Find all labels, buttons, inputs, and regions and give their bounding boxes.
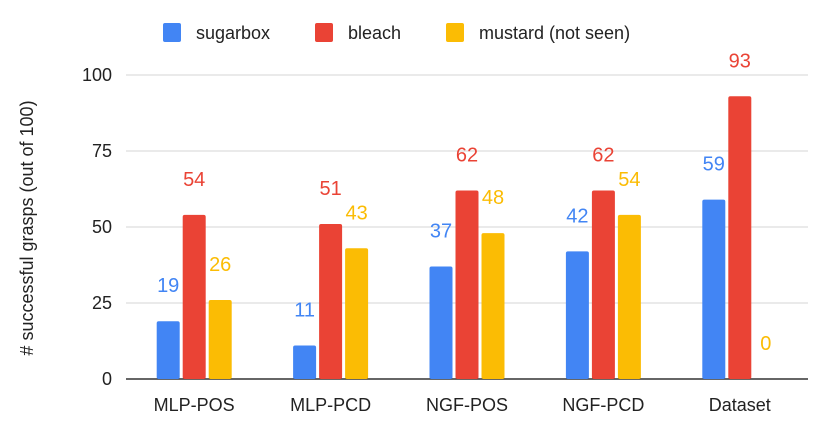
- y-tick-label: 50: [92, 217, 112, 237]
- legend: sugarbox bleach mustard (not seen): [163, 23, 630, 43]
- legend-swatch: [315, 23, 333, 42]
- data-label: 62: [592, 145, 614, 167]
- data-label: 54: [183, 169, 205, 191]
- data-label: 51: [319, 178, 341, 200]
- data-label: 19: [157, 275, 179, 297]
- data-label: 42: [566, 205, 588, 227]
- y-tick-label: 25: [92, 293, 112, 313]
- legend-label: mustard (not seen): [479, 23, 630, 43]
- bar-bleach-ngf-pcd: [591, 190, 615, 379]
- bar-mustard-ngf-pcd: [617, 214, 641, 379]
- bar-sugarbox-mlp-pos: [156, 321, 180, 379]
- bars: [156, 96, 752, 379]
- bar-sugarbox-mlp-pcd: [293, 345, 317, 379]
- y-tick-label: 100: [82, 65, 112, 85]
- bar-bleach-dataset: [728, 96, 752, 379]
- x-tick-label: MLP-POS: [154, 395, 235, 415]
- data-label: 59: [703, 154, 725, 176]
- data-label: 26: [209, 254, 231, 276]
- data-label: 54: [618, 169, 640, 191]
- y-axis-ticks: 0 25 50 75 100: [82, 65, 112, 389]
- bar-mustard-ngf-pos: [481, 233, 505, 379]
- data-label: 62: [456, 145, 478, 167]
- y-tick-label: 0: [102, 369, 112, 389]
- x-tick-label: NGF-PCD: [562, 395, 644, 415]
- data-label: 43: [345, 202, 367, 224]
- legend-swatch: [163, 23, 181, 42]
- data-label: 48: [482, 187, 504, 209]
- data-label: 93: [729, 50, 751, 72]
- bar-sugarbox-ngf-pcd: [565, 251, 589, 379]
- y-tick-label: 75: [92, 141, 112, 161]
- y-axis-label: # successful grasps (out of 100): [17, 100, 37, 355]
- legend-swatch: [446, 23, 464, 42]
- legend-label: bleach: [348, 23, 401, 43]
- data-label: 0: [760, 333, 771, 355]
- data-label: 11: [294, 300, 315, 322]
- legend-label: sugarbox: [196, 23, 270, 43]
- bar-mustard-mlp-pos: [208, 299, 232, 379]
- x-tick-label: Dataset: [709, 395, 771, 415]
- bar-bleach-mlp-pcd: [319, 223, 343, 379]
- bar-sugarbox-ngf-pos: [429, 266, 453, 379]
- bar-bleach-ngf-pos: [455, 190, 479, 379]
- x-tick-label: NGF-POS: [426, 395, 508, 415]
- bar-sugarbox-dataset: [702, 199, 726, 379]
- x-axis-ticks: MLP-POS MLP-PCD NGF-POS NGF-PCD Dataset: [154, 395, 771, 415]
- x-tick-label: MLP-PCD: [290, 395, 371, 415]
- data-label: 37: [430, 221, 452, 243]
- bar-mustard-mlp-pcd: [345, 248, 369, 379]
- bar-bleach-mlp-pos: [182, 214, 206, 379]
